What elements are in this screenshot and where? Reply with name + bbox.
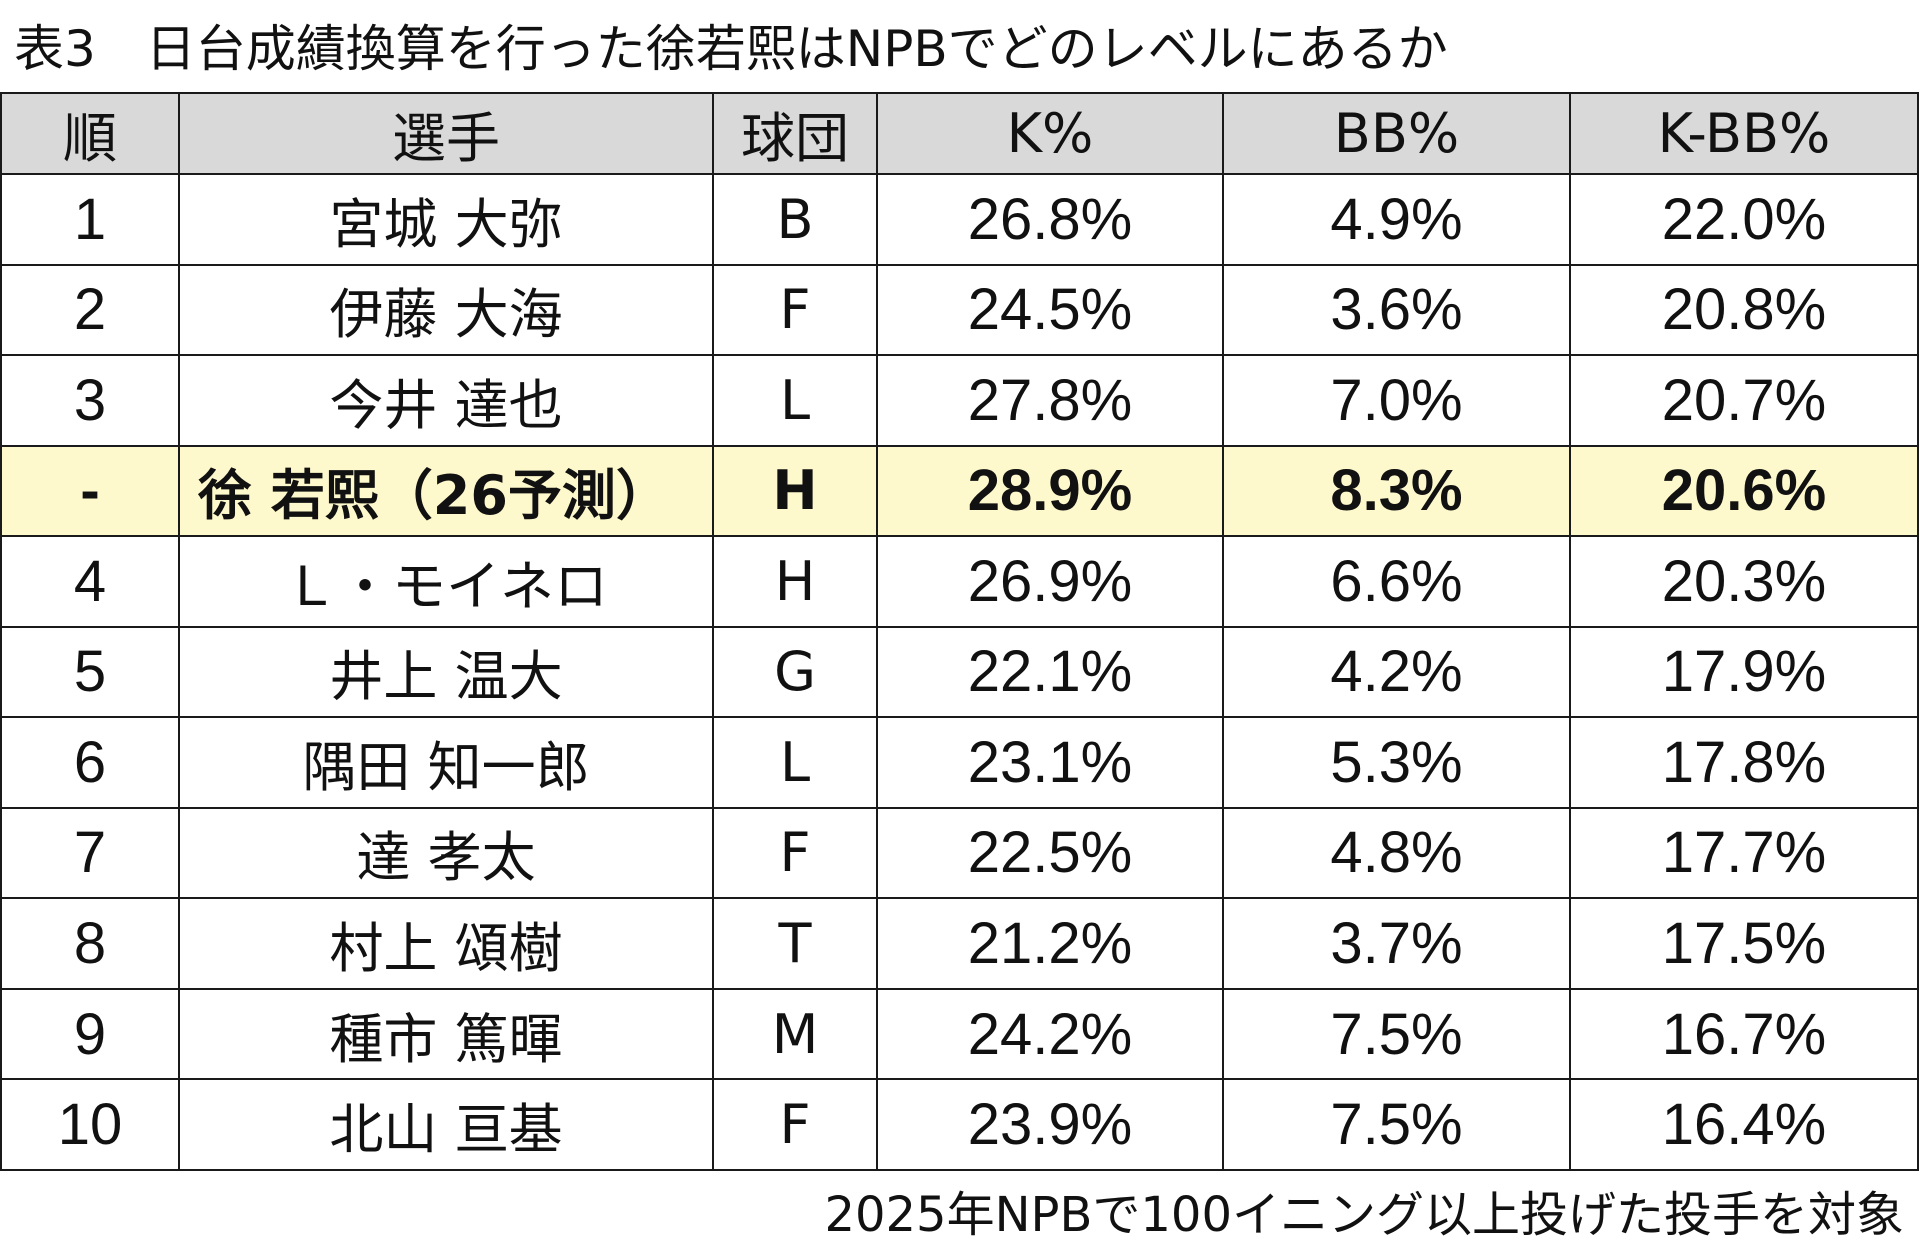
cell-k-pct: 21.2% — [876, 897, 1224, 990]
table-row: 9 種市 篤暉 M 24.2% 7.5% 16.7% — [0, 987, 1919, 1081]
table-title: 表3 日台成績換算を行った徐若熙はNPBでどのレベルにあるか — [14, 20, 1448, 78]
cell-rank: 6 — [0, 716, 180, 809]
cell-bb-pct: 6.6% — [1222, 535, 1571, 628]
cell-k-bb-pct: 17.5% — [1569, 897, 1919, 990]
cell-bb-pct: 4.9% — [1222, 173, 1571, 266]
column-header-player: 選手 — [178, 92, 714, 175]
cell-team: L — [712, 354, 878, 447]
cell-bb-pct: 4.8% — [1222, 806, 1571, 900]
table-row: 4 Ｌ・モイネロ H 26.9% 6.6% 20.3% — [0, 535, 1919, 628]
cell-k-bb-pct: 17.8% — [1569, 716, 1919, 809]
cell-player: 北山 亘基 — [178, 1078, 714, 1171]
cell-rank: 4 — [0, 535, 180, 628]
cell-player: 徐 若熙（26予測） — [178, 444, 714, 538]
cell-bb-pct: 3.6% — [1222, 263, 1571, 357]
table-row: 10 北山 亘基 F 23.9% 7.5% 16.4% — [0, 1078, 1919, 1171]
cell-player: 井上 温大 — [178, 625, 714, 719]
cell-team: H — [712, 444, 878, 538]
cell-k-bb-pct: 22.0% — [1569, 173, 1919, 266]
cell-k-bb-pct: 17.9% — [1569, 625, 1919, 719]
cell-team: H — [712, 535, 878, 628]
cell-player: 達 孝太 — [178, 806, 714, 900]
header-row: 順 選手 球団 K% BB% K-BB% — [0, 92, 1919, 175]
cell-rank: 1 — [0, 173, 180, 266]
column-header-rank: 順 — [0, 92, 180, 175]
table-row: 5 井上 温大 G 22.1% 4.2% 17.9% — [0, 625, 1919, 719]
table-row: 6 隅田 知一郎 L 23.1% 5.3% 17.8% — [0, 716, 1919, 809]
pitcher-stats-table: 順 選手 球団 K% BB% K-BB% 1 宮城 大弥 B 26.8% 4.9% 22.… — [0, 92, 1919, 1171]
cell-k-bb-pct: 20.8% — [1569, 263, 1919, 357]
cell-rank: 9 — [0, 987, 180, 1081]
cell-k-pct: 28.9% — [876, 444, 1224, 538]
cell-rank: 7 — [0, 806, 180, 900]
column-header-bb-pct: BB% — [1222, 92, 1571, 175]
cell-k-bb-pct: 20.7% — [1569, 354, 1919, 447]
cell-k-bb-pct: 20.3% — [1569, 535, 1919, 628]
cell-player: 種市 篤暉 — [178, 987, 714, 1081]
cell-bb-pct: 4.2% — [1222, 625, 1571, 719]
cell-team: G — [712, 625, 878, 719]
cell-bb-pct: 3.7% — [1222, 897, 1571, 990]
column-header-k-bb-pct: K-BB% — [1569, 92, 1919, 175]
cell-k-pct: 24.2% — [876, 987, 1224, 1081]
table-row: 2 伊藤 大海 F 24.5% 3.6% 20.8% — [0, 263, 1919, 357]
cell-bb-pct: 7.5% — [1222, 1078, 1571, 1171]
cell-k-bb-pct: 16.4% — [1569, 1078, 1919, 1171]
table-row: 3 今井 達也 L 27.8% 7.0% 20.7% — [0, 354, 1919, 447]
cell-team: M — [712, 987, 878, 1081]
cell-rank: 3 — [0, 354, 180, 447]
cell-team: F — [712, 263, 878, 357]
cell-rank: 2 — [0, 263, 180, 357]
table-row-highlighted: -徐 若熙（26予測） H 28.9% 8.3% 20.6% — [0, 444, 1919, 538]
cell-player: 村上 頌樹 — [178, 897, 714, 990]
column-header-k-pct: K% — [876, 92, 1224, 175]
cell-k-pct: 23.1% — [876, 716, 1224, 809]
cell-rank: 5 — [0, 625, 180, 719]
cell-k-pct: 27.8% — [876, 354, 1224, 447]
cell-k-bb-pct: 16.7% — [1569, 987, 1919, 1081]
cell-k-pct: 26.8% — [876, 173, 1224, 266]
cell-player: 伊藤 大海 — [178, 263, 714, 357]
footnote: 2025年NPBで100イニング以上投げた投手を対象 — [824, 1187, 1904, 1243]
cell-k-bb-pct: 20.6% — [1569, 444, 1919, 538]
cell-k-pct: 23.9% — [876, 1078, 1224, 1171]
cell-team: L — [712, 716, 878, 809]
cell-player: 隅田 知一郎 — [178, 716, 714, 809]
cell-bb-pct: 7.0% — [1222, 354, 1571, 447]
cell-k-pct: 22.1% — [876, 625, 1224, 719]
cell-team: B — [712, 173, 878, 266]
cell-bb-pct: 8.3% — [1222, 444, 1571, 538]
cell-k-pct: 26.9% — [876, 535, 1224, 628]
cell-bb-pct: 5.3% — [1222, 716, 1571, 809]
cell-team: F — [712, 806, 878, 900]
column-header-team: 球団 — [712, 92, 878, 175]
cell-team: T — [712, 897, 878, 990]
cell-rank: 10 — [0, 1078, 180, 1171]
cell-player: Ｌ・モイネロ — [178, 535, 714, 628]
cell-bb-pct: 7.5% — [1222, 987, 1571, 1081]
cell-player: 宮城 大弥 — [178, 173, 714, 266]
table-row: 1 宮城 大弥 B 26.8% 4.9% 22.0% — [0, 173, 1919, 266]
cell-rank: - — [0, 444, 180, 538]
cell-k-pct: 24.5% — [876, 263, 1224, 357]
cell-k-bb-pct: 17.7% — [1569, 806, 1919, 900]
table-row: 8 村上 頌樹 T 21.2% 3.7% 17.5% — [0, 897, 1919, 990]
cell-rank: 8 — [0, 897, 180, 990]
cell-team: F — [712, 1078, 878, 1171]
cell-player: 今井 達也 — [178, 354, 714, 447]
table-body: 1 宮城 大弥 B 26.8% 4.9% 22.0% 2 伊藤 大海 F 24.5% 3.6% 20.… — [0, 173, 1919, 1171]
cell-k-pct: 22.5% — [876, 806, 1224, 900]
